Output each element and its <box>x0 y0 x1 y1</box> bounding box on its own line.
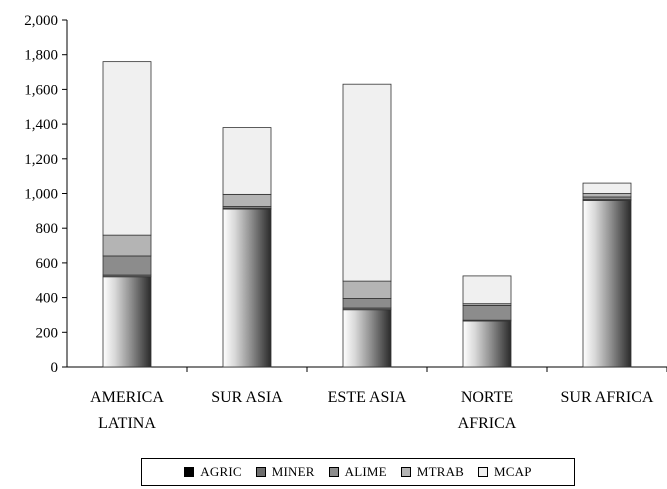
y-tick-label: 200 <box>36 325 59 341</box>
y-tick-label: 800 <box>36 221 59 237</box>
bar-segment-alime <box>102 255 152 276</box>
y-tick-label: 0 <box>51 360 59 376</box>
legend-swatch <box>255 467 266 477</box>
bar-segment-mtrab <box>582 193 632 198</box>
y-tick-label: 2,000 <box>24 13 58 29</box>
legend-item: MINER <box>255 464 315 480</box>
legend-swatch <box>478 467 489 477</box>
y-tick-label: 1,800 <box>24 48 58 64</box>
x-tick-label: SUR AFRICA <box>561 389 654 406</box>
x-tick-label: NORTE <box>461 389 513 406</box>
bar-segment-mtrab <box>222 193 272 207</box>
legend-item: ALIME <box>328 464 387 480</box>
bar-segment-alime <box>462 305 512 321</box>
legend-label: MTRAB <box>416 464 465 479</box>
y-tick-label: 400 <box>36 291 59 307</box>
bar-segment-agric <box>222 208 272 368</box>
bar-segment-mcap <box>342 83 392 282</box>
legend-item: AGRIC <box>184 464 242 480</box>
bar-segment-mtrab <box>102 234 152 257</box>
bar-segment-agric <box>102 276 152 368</box>
bar-segment-mcap <box>462 275 512 305</box>
bar-segment-mcap <box>222 127 272 195</box>
legend-label: AGRIC <box>200 464 242 479</box>
y-tick-label: 600 <box>36 256 59 272</box>
bar-segment-agric <box>342 309 392 368</box>
y-tick-label: 1,000 <box>24 187 58 203</box>
bar-segment-mcap <box>582 182 632 194</box>
legend-swatch <box>184 467 195 477</box>
x-tick-label: AMERICA <box>90 389 164 406</box>
bar-segment-agric <box>582 200 632 368</box>
plot-area: 0 200 400 600 800 1,000 1,200 1,400 1,600 1,800 2,… <box>24 13 667 432</box>
legend-item: MCAP <box>478 464 532 480</box>
x-tick-label: AFRICA <box>458 415 517 432</box>
bar-segment-alime <box>342 298 392 309</box>
legend-item: MTRAB <box>400 464 465 480</box>
bar-segment-agric <box>462 320 512 368</box>
legend-label: MINER <box>271 464 315 479</box>
legend-label: ALIME <box>344 464 387 479</box>
legend: AGRIC MINER ALIME MTRAB MCAP <box>141 458 575 486</box>
legend-label: MCAP <box>494 464 532 479</box>
legend-swatch <box>400 467 411 477</box>
legend-swatch <box>328 467 339 477</box>
bar-segment-mcap <box>102 61 152 236</box>
bar-segment-mtrab <box>342 280 392 299</box>
x-tick-label: SUR ASIA <box>211 389 283 406</box>
y-tick-label: 1,200 <box>24 152 58 168</box>
y-tick-label: 1,400 <box>24 117 58 133</box>
x-tick-label: ESTE ASIA <box>328 389 407 406</box>
x-tick-label: LATINA <box>98 415 156 432</box>
y-tick-label: 1,600 <box>24 82 58 98</box>
